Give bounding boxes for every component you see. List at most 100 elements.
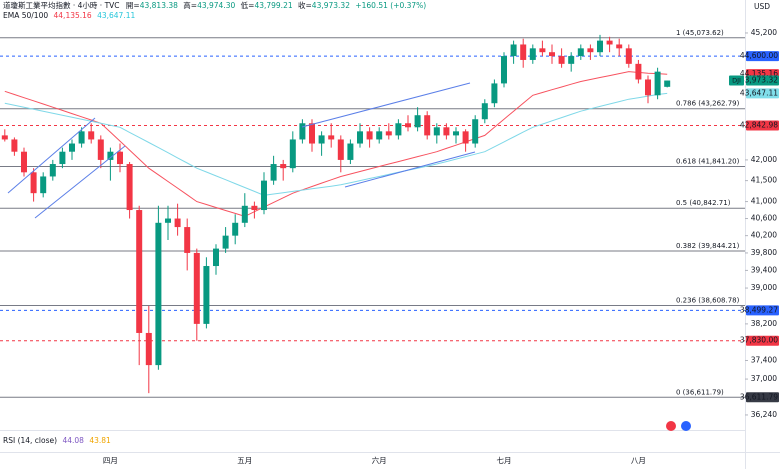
ema-line: [4, 92, 668, 196]
price-tag-label: 44,600.00: [740, 51, 778, 60]
price-tag: [746, 88, 779, 99]
price-tag-label: 36,611.79: [740, 392, 778, 401]
candle-body: [635, 63, 642, 80]
price-tag-label: 37,830.00: [740, 336, 778, 345]
indicator-legend: EMA 50/100 44,135.16 43,647.11: [3, 11, 135, 20]
candle-body: [376, 131, 383, 140]
candle-body: [280, 164, 287, 169]
candle-body: [357, 131, 363, 144]
candle-body: [549, 52, 555, 57]
candle-body: [577, 48, 584, 57]
candle-body: [203, 266, 210, 324]
candle-body: [539, 48, 546, 53]
fib-label: 0.786 (43,262.79): [676, 100, 740, 108]
candle-body: [11, 139, 18, 152]
ohlc-value: 43,974.30: [197, 1, 235, 10]
candle-body: [318, 135, 325, 144]
ohlc-label: 開=: [126, 1, 140, 10]
candle-body: [97, 139, 104, 160]
candle-body: [126, 164, 133, 211]
fib-label: 1 (45,073.62): [676, 29, 724, 37]
candle-body: [424, 115, 431, 136]
price-tag-label: 43,647.11: [740, 88, 778, 97]
fib-label: 0.618 (41,841.20): [676, 157, 740, 165]
candle-body: [433, 127, 440, 136]
candle-body: [30, 172, 37, 194]
candle-body: [78, 131, 85, 144]
currency: USD: [754, 2, 770, 11]
y-tick-label: 40,200: [751, 231, 777, 240]
price-tag-label: 38,499.27: [740, 305, 778, 314]
candle-body: [625, 48, 632, 64]
indicator-value: 43,647.11: [97, 11, 135, 20]
candle-body: [270, 164, 277, 181]
y-tick-label: 38,200: [751, 319, 777, 328]
candle-body: [664, 80, 671, 87]
candle-body: [366, 131, 373, 140]
candle-body: [453, 131, 459, 136]
candle-body: [597, 40, 603, 53]
y-tick-label: 39,000: [751, 283, 777, 292]
candle-body: [414, 115, 421, 128]
rsi-label: RSI (14, close): [3, 436, 57, 445]
candle-body: [299, 123, 306, 140]
candle-body: [645, 79, 651, 96]
candle-body: [49, 164, 56, 177]
y-tick-label: 40,600: [751, 214, 777, 223]
price-tag: [746, 120, 779, 131]
header: 道瓊斯工業平均指數 · 4小時 · TVC 開=43,813.38 高=43,9…: [3, 0, 426, 10]
event-icon[interactable]: [666, 421, 676, 431]
y-tick-label: 41,000: [751, 197, 777, 206]
y-tick-label: 45,200: [751, 28, 777, 37]
candle-body: [241, 205, 248, 223]
candle-body: [59, 151, 66, 165]
price-tag: [746, 51, 779, 62]
channel-lower: [34, 145, 126, 219]
ohlc-label: 收=: [298, 0, 312, 10]
y-tick-label: 39,400: [751, 265, 777, 274]
x-tick-label: 七月: [497, 456, 512, 465]
symbol-title: 道瓊斯工業平均指數 · 4小時 · TVC: [3, 0, 120, 10]
ohlc-value: 43,973.32: [312, 1, 350, 10]
candle-body: [309, 123, 315, 144]
event-icon[interactable]: [681, 421, 691, 431]
x-tick-label: 六月: [372, 455, 387, 465]
indicator-value: 44,135.16: [54, 11, 92, 20]
fib-label: 0.382 (39,844.21): [676, 242, 740, 250]
candle-body: [222, 235, 229, 249]
x-tick-label: 四月: [103, 456, 118, 465]
y-tick-label: 37,400: [751, 355, 777, 364]
candle-body: [184, 227, 191, 253]
ohlc-label: 低=: [241, 0, 255, 10]
candle-body: [568, 56, 575, 64]
y-tick-label: 41,500: [751, 176, 777, 185]
rsi-value: 43.81: [89, 436, 111, 445]
candle-body: [145, 332, 152, 366]
candle-body: [174, 218, 181, 228]
plot-area: 1 (45,073.62) 0.786 (43,262.79) 0.618 (41,…: [0, 29, 745, 398]
ohlc-value: 43,813.38: [140, 1, 178, 10]
candle-body: [501, 56, 507, 84]
price-tag-label: 44,135.16: [740, 69, 778, 78]
candle-body: [40, 176, 47, 194]
candle-body: [606, 40, 613, 45]
candle-body: [117, 151, 123, 165]
price-tag: [746, 75, 779, 86]
candle-body: [491, 83, 498, 104]
fib-label: 0.5 (40,842.71): [676, 199, 731, 207]
candle-body: [654, 71, 661, 96]
candle-body: [88, 131, 95, 140]
candle-body: [155, 222, 162, 366]
fib-label: 0.236 (38,608.78): [676, 296, 740, 304]
fib-label: 0 (36,611.79): [676, 388, 724, 396]
candle-body: [1, 135, 8, 140]
x-tick-label: 八月: [631, 456, 646, 465]
y-tick-label: 42,000: [751, 155, 777, 164]
price-tag: [746, 305, 779, 316]
y-tick-label: 39,800: [751, 248, 777, 257]
symbol-tag-label: DJI: [732, 77, 741, 85]
candle-body: [405, 123, 411, 128]
candle-body: [165, 218, 171, 223]
candle-body: [347, 143, 354, 160]
candle-body: [481, 103, 488, 120]
